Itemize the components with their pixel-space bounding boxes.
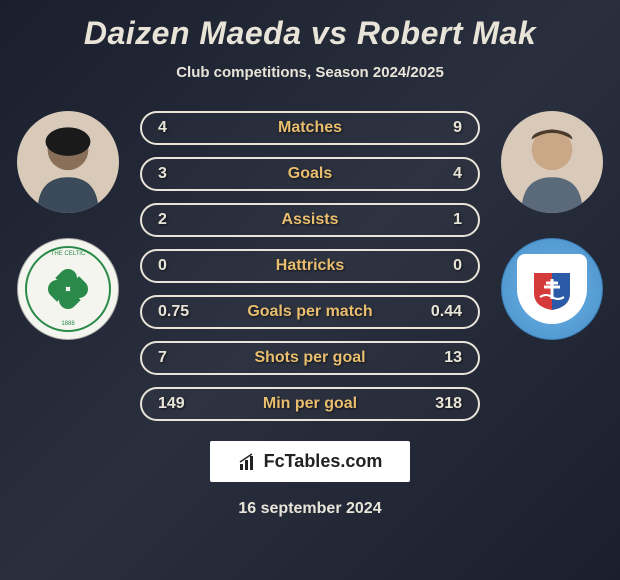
celtic-badge-icon: THE CELTIC 1888 (25, 246, 111, 332)
stat-label: Hattricks (276, 257, 344, 275)
comparison-card: Daizen Maeda vs Robert Mak Club competit… (0, 0, 620, 580)
stat-value-left: 0 (158, 257, 198, 275)
stat-label: Goals per match (247, 303, 372, 321)
stat-value-right: 318 (422, 395, 462, 413)
page-title: Daizen Maeda vs Robert Mak (84, 15, 536, 52)
stat-value-left: 4 (158, 119, 198, 137)
stat-value-right: 9 (422, 119, 462, 137)
main-row: THE CELTIC 1888 4 Matches 9 3 Goals 4 2 … (0, 111, 620, 421)
stat-label: Shots per goal (254, 349, 365, 367)
stat-row: 0 Hattricks 0 (140, 249, 480, 283)
avatar-placeholder-icon (501, 111, 603, 213)
date-text: 16 september 2024 (238, 500, 381, 518)
stat-value-right: 13 (422, 349, 462, 367)
right-side (492, 111, 612, 340)
club-logo-left: THE CELTIC 1888 (17, 238, 119, 340)
stat-row: 0.75 Goals per match 0.44 (140, 295, 480, 329)
stat-row: 7 Shots per goal 13 (140, 341, 480, 375)
avatar-placeholder-icon (17, 111, 119, 213)
stats-column: 4 Matches 9 3 Goals 4 2 Assists 1 0 Hatt… (128, 111, 492, 421)
stat-value-left: 7 (158, 349, 198, 367)
stat-row: 2 Assists 1 (140, 203, 480, 237)
subtitle: Club competitions, Season 2024/2025 (176, 64, 444, 81)
stat-value-right: 0 (422, 257, 462, 275)
stat-value-left: 0.75 (158, 303, 198, 321)
stat-label: Matches (278, 119, 342, 137)
stat-value-left: 3 (158, 165, 198, 183)
left-side: THE CELTIC 1888 (8, 111, 128, 340)
stat-label: Goals (288, 165, 332, 183)
player-avatar-right (501, 111, 603, 213)
brand-text: FcTables.com (264, 451, 383, 472)
stat-row: 4 Matches 9 (140, 111, 480, 145)
stat-label: Assists (282, 211, 339, 229)
stat-value-right: 4 (422, 165, 462, 183)
stat-value-right: 0.44 (422, 303, 462, 321)
chart-icon (238, 452, 258, 472)
stat-row: 149 Min per goal 318 (140, 387, 480, 421)
stat-value-left: 2 (158, 211, 198, 229)
slovan-badge-icon (517, 254, 587, 324)
stat-label: Min per goal (263, 395, 357, 413)
stat-value-right: 1 (422, 211, 462, 229)
stat-value-left: 149 (158, 395, 198, 413)
stat-row: 3 Goals 4 (140, 157, 480, 191)
brand-badge[interactable]: FcTables.com (210, 441, 411, 482)
club-logo-right (501, 238, 603, 340)
player-avatar-left (17, 111, 119, 213)
